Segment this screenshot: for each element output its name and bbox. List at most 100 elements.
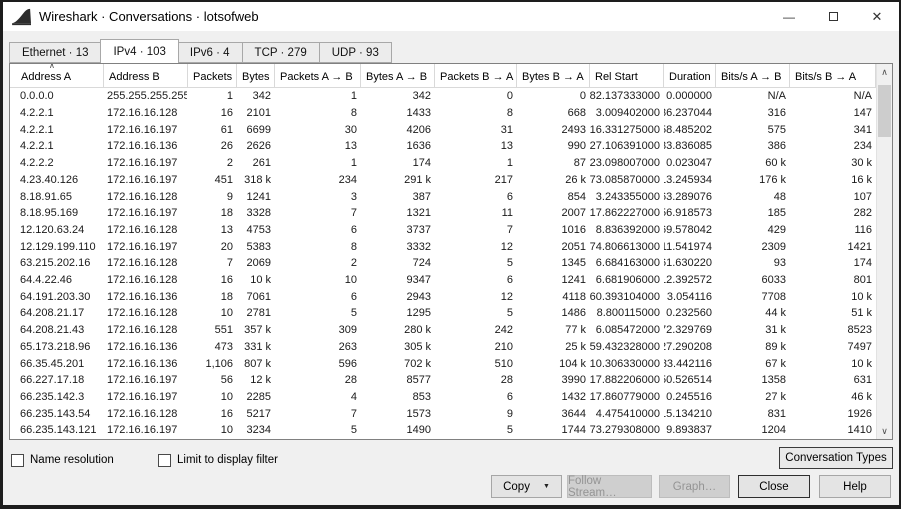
- dialog-buttons: Copy ▼ Follow Stream… Graph… Close Help: [3, 475, 899, 499]
- tab-ethernet[interactable]: Ethernet · 13: [9, 42, 102, 63]
- table-row[interactable]: 66.35.45.201 172.16.16.136 1,106 807 k 596 70…: [10, 355, 876, 372]
- column-header[interactable]: Address A ∧: [10, 64, 104, 88]
- cell: 263: [338, 340, 357, 353]
- conversation-types-button[interactable]: Conversation Types: [779, 447, 893, 469]
- cell: 6699: [246, 123, 271, 136]
- conversation-types-label: Conversation Types: [785, 452, 887, 464]
- cell: 172.16.16.128: [107, 223, 178, 236]
- cell: 28: [344, 374, 357, 387]
- cell: 63.215.202.16: [20, 257, 91, 270]
- column-header-label: Bytes A → B: [366, 71, 428, 83]
- cell: 51 k: [851, 307, 872, 320]
- cell: 31 k: [765, 324, 786, 337]
- cell: 280 k: [404, 324, 431, 337]
- button-label: Copy: [503, 480, 530, 493]
- cell: 17.860779000: [590, 391, 660, 403]
- column-header[interactable]: Address B: [104, 64, 188, 88]
- column-header[interactable]: Duration: [664, 64, 716, 88]
- scrollbar-track[interactable]: [877, 80, 893, 423]
- table-row[interactable]: 4.23.40.126 172.16.16.197 451 318 k 234 291 k…: [10, 172, 876, 189]
- cell: 12: [500, 240, 513, 253]
- table-row[interactable]: 66.235.143.54 172.16.16.128 16 5217 7 1573 9 36…: [10, 405, 876, 422]
- cell: 16: [220, 407, 233, 420]
- cell: 6033: [761, 274, 786, 287]
- cell: 12 k: [250, 374, 271, 387]
- cell: 8: [350, 107, 357, 120]
- vertical-scrollbar[interactable]: ∧ ∨: [876, 64, 892, 439]
- table-row[interactable]: 4.2.2.1 172.16.16.128 16 2101 8 1433 8 668 3.009…: [10, 105, 876, 122]
- table-row[interactable]: 64.208.21.17 172.16.16.128 10 2781 5 1295 5 148…: [10, 305, 876, 322]
- close-window-button[interactable]: ✕: [855, 2, 899, 31]
- cell: 596: [338, 357, 357, 370]
- cell: 4206: [406, 123, 431, 136]
- scroll-down-icon[interactable]: ∨: [881, 425, 888, 436]
- table-row[interactable]: 12.120.63.24 172.16.16.128 13 4753 6 3737 7 101…: [10, 222, 876, 239]
- cell: 15.134210: [664, 407, 712, 420]
- table-row[interactable]: 8.18.95.169 172.16.16.197 18 3328 7 1321 11 200…: [10, 205, 876, 222]
- limit-display-filter-checkbox[interactable]: [158, 453, 171, 467]
- name-resolution-label: Name resolution: [30, 454, 114, 466]
- column-header-label: Packets: [193, 71, 233, 83]
- cell: 2069: [246, 257, 271, 270]
- cell: 174: [412, 157, 431, 170]
- table-row[interactable]: 0.0.0.0 255.255.255.255 1 342 1 342 0 0 82.13733…: [10, 88, 876, 105]
- column-header[interactable]: Bits/s B → A: [790, 64, 876, 88]
- cell: 1241: [561, 274, 586, 287]
- minimize-button[interactable]: —: [767, 2, 811, 31]
- column-header[interactable]: Bytes B → A: [517, 64, 590, 88]
- cell: 1: [350, 90, 357, 103]
- cell: 73.085870000: [590, 173, 660, 186]
- table-row[interactable]: 4.2.2.1 172.16.16.136 26 2626 13 1636 13 990 27.…: [10, 138, 876, 155]
- tab-bar: Ethernet · 13 IPv4 · 103 IPv6 · 4 TCP · 279…: [9, 39, 392, 63]
- table-row[interactable]: 66.227.17.18 172.16.16.197 56 12 k 28 8577 28 3…: [10, 372, 876, 389]
- table-row[interactable]: 4.2.2.2 172.16.16.197 2 261 1 174 1 87 23.098007…: [10, 155, 876, 172]
- cell: 172.16.16.197: [107, 173, 178, 186]
- name-resolution-checkbox[interactable]: [11, 453, 24, 467]
- tab-tcp[interactable]: TCP · 279: [242, 42, 320, 63]
- column-header[interactable]: Packets B → A: [435, 64, 517, 88]
- column-header[interactable]: Packets A → B: [275, 64, 361, 88]
- table-row[interactable]: 64.191.203.30 172.16.16.136 18 7061 6 2943 12 4…: [10, 288, 876, 305]
- copy-button[interactable]: Copy ▼: [491, 475, 562, 498]
- cell: 172.16.16.128: [107, 307, 178, 320]
- cell: 27.106391000: [590, 140, 660, 153]
- cell: 1: [350, 157, 357, 170]
- tab-ipv4[interactable]: IPv4 · 103: [100, 39, 179, 63]
- column-header[interactable]: Bits/s A → B: [716, 64, 790, 88]
- tab-udp[interactable]: UDP · 93: [319, 42, 392, 63]
- table-row[interactable]: 65.173.218.96 172.16.16.136 473 331 k 263 305…: [10, 339, 876, 356]
- column-header[interactable]: Bytes: [237, 64, 275, 88]
- maximize-button[interactable]: [811, 2, 855, 31]
- scrollbar-thumb[interactable]: [877, 85, 891, 137]
- table-row[interactable]: 66.235.143.121 172.16.16.197 10 3234 5 1490 5 1…: [10, 422, 876, 439]
- conversations-table: Address A ∧ Address B Packets Bytes Packets A…: [9, 63, 893, 440]
- table-row[interactable]: 66.235.142.3 172.16.16.197 10 2285 4 853 6 1432…: [10, 389, 876, 406]
- column-header[interactable]: Packets: [188, 64, 237, 88]
- cell: 6.085472000: [595, 324, 660, 337]
- cell: 0.023047: [666, 157, 712, 170]
- help-button[interactable]: Help: [819, 475, 891, 498]
- cell: 2781: [246, 307, 271, 320]
- cell: 2101: [246, 107, 271, 120]
- column-header[interactable]: Rel Start: [590, 64, 664, 88]
- table-row[interactable]: 64.208.21.43 172.16.16.128 551 357 k 309 280 …: [10, 322, 876, 339]
- cell: 0: [506, 90, 513, 103]
- cell: 33.836085: [664, 140, 712, 153]
- table-row[interactable]: 8.18.91.65 172.16.16.128 9 1241 3 387 6 854 3.24…: [10, 188, 876, 205]
- table-row[interactable]: 64.4.22.46 172.16.16.128 16 10 k 10 9347 6 1241…: [10, 272, 876, 289]
- table-row[interactable]: 12.129.199.110 172.16.16.197 20 5383 8 3332 12…: [10, 238, 876, 255]
- button-label: Graph…: [672, 480, 717, 493]
- close-button[interactable]: Close: [738, 475, 810, 498]
- scroll-up-icon[interactable]: ∧: [881, 66, 888, 77]
- cell: 341: [853, 123, 872, 136]
- column-header[interactable]: Bytes A → B: [361, 64, 435, 88]
- table-row[interactable]: 4.2.2.1 172.16.16.197 61 6699 30 4206 31 2493 16…: [10, 121, 876, 138]
- tab-ipv6[interactable]: IPv6 · 4: [177, 42, 243, 63]
- cell: 4.23.40.126: [20, 173, 79, 186]
- cell: 172.16.16.197: [107, 207, 178, 220]
- cell: 69.578042: [664, 223, 712, 236]
- cell: 990: [567, 140, 586, 153]
- cell: 451: [214, 173, 233, 186]
- table-row[interactable]: 63.215.202.16 172.16.16.128 7 2069 2 724 5 1345…: [10, 255, 876, 272]
- cell: 27.290208: [664, 340, 712, 353]
